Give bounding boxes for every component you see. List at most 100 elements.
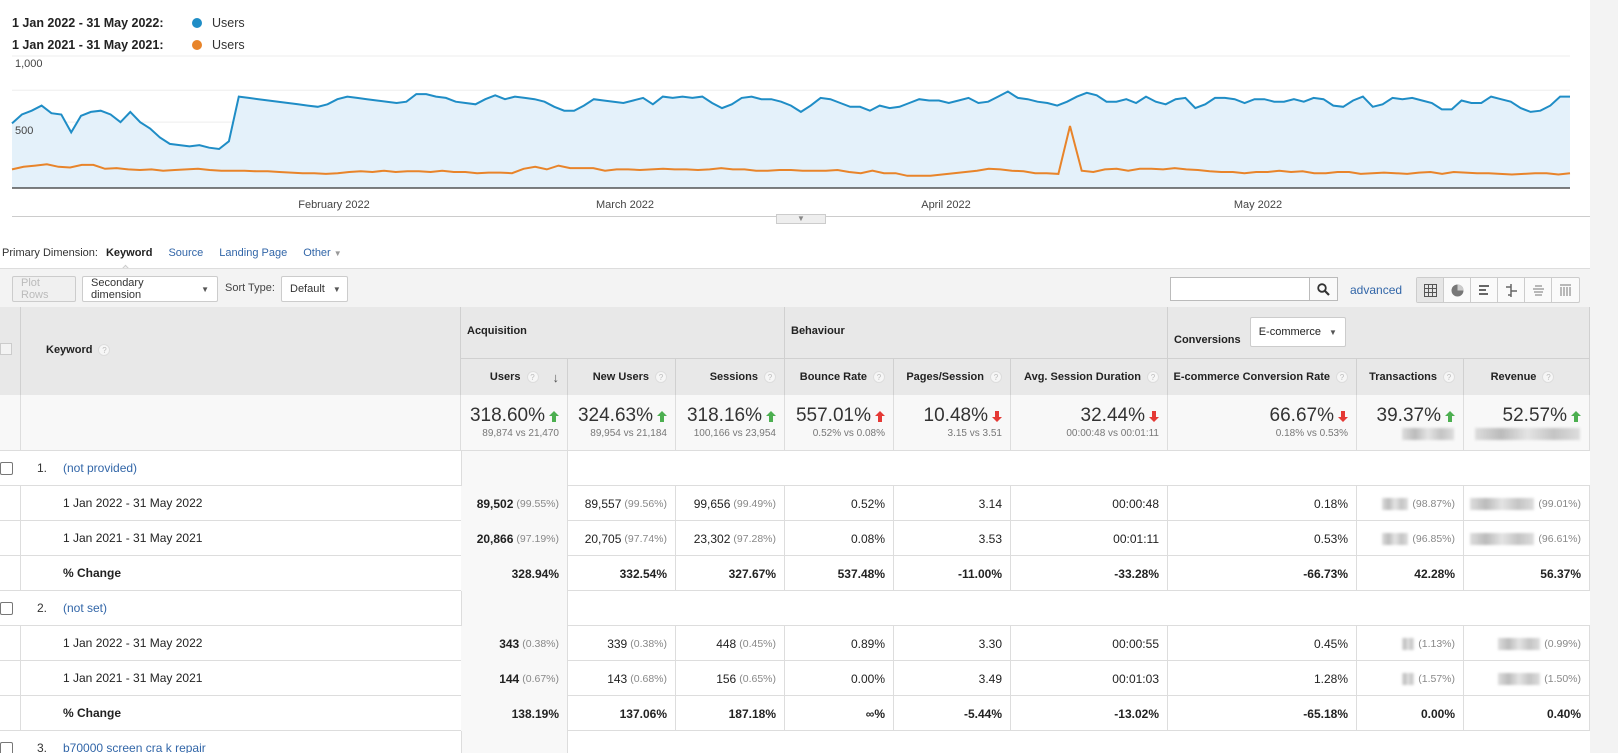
advanced-filter-link[interactable]: advanced <box>1350 283 1403 297</box>
column-header-new-users[interactable]: New Users? <box>568 359 676 395</box>
row-checkbox[interactable] <box>0 602 13 615</box>
cell-value: 3.53 <box>978 531 1002 546</box>
cell-bounce-rate: 0.89% <box>785 626 894 661</box>
dimension-keyword[interactable]: Keyword <box>105 247 153 259</box>
table-search-input[interactable] <box>1170 277 1310 301</box>
arrow-up-icon <box>1445 410 1455 422</box>
cell-value: 448 <box>716 636 737 651</box>
sort-descending-icon[interactable]: ↓ <box>552 369 560 385</box>
column-header-transactions[interactable]: Transactions? <box>1357 359 1464 395</box>
cell-bounce-rate: 537.48% <box>785 556 894 591</box>
chart-plot[interactable] <box>0 55 1590 225</box>
view-pivot-button[interactable] <box>1552 278 1579 302</box>
keyword-link[interactable]: (not provided) <box>63 461 138 475</box>
summary-comparison: 00:00:48 vs 00:01:11 <box>1066 428 1159 439</box>
dimension-other[interactable]: Other ▼ <box>303 247 341 259</box>
column-header-label: New Users <box>592 371 649 383</box>
search-button[interactable] <box>1310 277 1338 301</box>
arrow-up-icon <box>549 410 559 422</box>
cell-value: 327.67% <box>728 566 776 581</box>
cell-value: ∞% <box>865 706 885 721</box>
keyword-link[interactable]: b70000 screen cra k repair <box>63 741 206 753</box>
group-acquisition-label: Acquisition <box>467 325 527 337</box>
cell-value: 3.30 <box>978 636 1002 651</box>
cell-value: 343 <box>499 636 520 651</box>
arrow-down-icon <box>1338 410 1348 422</box>
keyword-row[interactable]: 1. (not provided) <box>0 451 1590 486</box>
row-gutter <box>0 486 21 521</box>
cell-value: 138.19% <box>511 706 559 721</box>
users-col-spacer <box>461 731 568 753</box>
help-icon[interactable]: ? <box>990 371 1002 383</box>
column-header-bounce-rate[interactable]: Bounce Rate? <box>785 359 894 395</box>
keyword-link[interactable]: (not set) <box>63 601 108 615</box>
help-icon[interactable]: ? <box>873 371 885 383</box>
help-icon[interactable]: ? <box>1336 371 1348 383</box>
view-term-cloud-button[interactable] <box>1525 278 1552 302</box>
help-icon[interactable]: ? <box>98 344 111 356</box>
column-header-sessions[interactable]: Sessions? <box>676 359 785 395</box>
collapse-chart-handle[interactable]: ▼ <box>776 214 826 224</box>
help-icon[interactable]: ? <box>655 371 667 383</box>
column-header-ecommerce-conversion-rate[interactable]: E-commerce Conversion Rate? <box>1168 359 1357 395</box>
column-header-avg-session-duration[interactable]: Avg. Session Duration? <box>1011 359 1168 395</box>
secondary-dimension-dropdown[interactable]: Secondary dimension ▼ <box>82 276 218 302</box>
column-header-revenue[interactable]: Revenue? <box>1464 359 1590 395</box>
summary-comparison-redacted <box>1464 428 1581 443</box>
comparison-row: % Change 138.19% 137.06% 187.18% ∞% -5.44% -1… <box>0 696 1590 731</box>
help-icon[interactable]: ? <box>1147 371 1159 383</box>
cell-sessions: 23,302 (97.28%) <box>676 521 785 556</box>
keyword-row[interactable]: 2. (not set) <box>0 591 1590 626</box>
sort-type-dropdown[interactable]: Default ▼ <box>281 276 348 302</box>
cell-new-users: 20,705 (97.74%) <box>568 521 676 556</box>
view-comparison-button[interactable] <box>1498 278 1525 302</box>
summary-gutter <box>0 395 21 451</box>
group-acquisition: Acquisition <box>461 307 785 359</box>
help-icon[interactable]: ? <box>526 371 539 383</box>
help-icon[interactable]: ? <box>764 371 776 383</box>
cell-new-users: 339 (0.38%) <box>568 626 676 661</box>
summary-cell-avg-session-duration: 32.44% 00:00:48 vs 00:01:11 <box>1011 395 1168 451</box>
column-header-pages-per-session[interactable]: Pages/Session? <box>894 359 1011 395</box>
view-performance-button[interactable] <box>1471 278 1498 302</box>
help-icon[interactable]: ? <box>1443 371 1455 383</box>
keyword-row[interactable]: 3. b70000 screen cra k repair <box>0 731 1590 753</box>
summary-comparison: 89,874 vs 21,470 <box>482 428 559 439</box>
conversions-type-value: E-commerce <box>1258 326 1322 338</box>
dimension-landing-page[interactable]: Landing Page <box>219 247 288 259</box>
legend-metric: Users <box>212 16 245 30</box>
legend-range: 1 Jan 2021 - 31 May 2021: <box>12 38 164 52</box>
cell-value: 20,705 <box>584 531 622 546</box>
cell-ecommerce-conversion-rate: 0.18% <box>1168 486 1357 521</box>
row-checkbox[interactable] <box>0 462 13 475</box>
row-checkbox[interactable] <box>0 742 13 753</box>
view-pie-button[interactable] <box>1444 278 1471 302</box>
cell-revenue: (0.99%) <box>1464 626 1590 661</box>
summary-keyword-cell <box>21 395 461 451</box>
row-gutter <box>0 661 21 696</box>
summary-change: 318.60% <box>469 405 545 426</box>
summary-cell-sessions: 318.16% 100,166 vs 23,954 <box>676 395 785 451</box>
cell-sessions: 187.18% <box>676 696 785 731</box>
summary-change: 557.01% <box>795 405 871 426</box>
cell-percent: (0.68%) <box>630 672 667 685</box>
comparison-row: 1 Jan 2021 - 31 May 2021 144 (0.67%) 143 (0… <box>0 661 1590 696</box>
row-gutter <box>0 556 21 591</box>
plot-rows-button[interactable]: Plot Rows <box>12 276 76 302</box>
conversions-type-dropdown[interactable]: E-commerce ▼ <box>1249 317 1346 347</box>
help-icon[interactable]: ? <box>1542 371 1555 383</box>
column-header-users[interactable]: Users? ↓ <box>461 359 568 395</box>
users-line-chart[interactable]: 1,000 500 February 2022 March 2022 April… <box>0 55 1590 225</box>
cell-value: 20,866 <box>476 531 514 546</box>
view-table-button[interactable] <box>1417 278 1444 302</box>
cell-sessions: 448 (0.45%) <box>676 626 785 661</box>
summary-cell-revenue: 52.57% <box>1464 395 1590 451</box>
x-tick-label: February 2022 <box>298 199 370 211</box>
cell-value: 328.94% <box>511 566 559 581</box>
cell-value: 99,656 <box>693 496 731 511</box>
select-all-checkbox[interactable] <box>0 343 12 355</box>
dimension-source[interactable]: Source <box>168 247 204 259</box>
keyword-column-header[interactable]: Keyword? <box>46 344 111 356</box>
cell-transactions: (96.85%) <box>1357 521 1464 556</box>
cell-new-users: 89,557 (99.56%) <box>568 486 676 521</box>
